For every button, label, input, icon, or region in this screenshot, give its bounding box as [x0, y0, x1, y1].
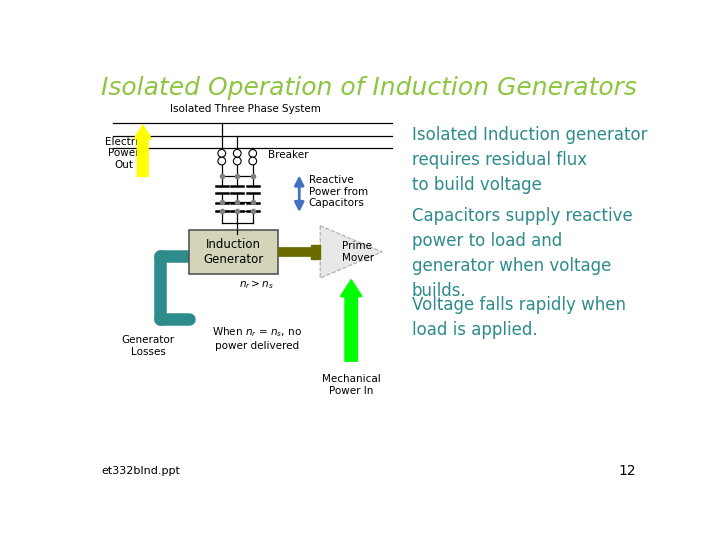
FancyBboxPatch shape — [189, 230, 279, 274]
Polygon shape — [320, 226, 382, 278]
Text: 12: 12 — [618, 464, 636, 478]
Text: Induction
Generator: Induction Generator — [204, 238, 264, 266]
Text: Breaker: Breaker — [269, 150, 309, 160]
Circle shape — [218, 157, 225, 165]
Text: Capacitors supply reactive
power to load and
generator when voltage
builds.: Capacitors supply reactive power to load… — [412, 207, 632, 300]
Circle shape — [233, 157, 241, 165]
Circle shape — [233, 150, 241, 157]
Text: Electric
Power
Out: Electric Power Out — [104, 137, 143, 170]
Circle shape — [218, 150, 225, 157]
FancyArrow shape — [134, 125, 151, 177]
FancyBboxPatch shape — [311, 245, 320, 259]
Text: $n_r > n_s$: $n_r > n_s$ — [239, 278, 274, 291]
Text: Isolated Three Phase System: Isolated Three Phase System — [170, 104, 320, 114]
Text: Generator
Losses: Generator Losses — [122, 335, 175, 356]
Text: et332bInd.ppt: et332bInd.ppt — [102, 467, 181, 476]
Text: Voltage falls rapidly when
load is applied.: Voltage falls rapidly when load is appli… — [412, 296, 626, 339]
Text: Isolated Operation of Induction Generators: Isolated Operation of Induction Generato… — [101, 76, 637, 100]
Text: Isolated Induction generator
requires residual flux
to build voltage: Isolated Induction generator requires re… — [412, 126, 647, 194]
Circle shape — [249, 150, 256, 157]
FancyArrow shape — [341, 280, 362, 361]
Text: Prime
Mover: Prime Mover — [342, 241, 374, 263]
Text: Mechanical
Power In: Mechanical Power In — [322, 374, 381, 396]
Circle shape — [249, 157, 256, 165]
Text: Reactive
Power from
Capacitors: Reactive Power from Capacitors — [309, 176, 368, 208]
Text: When $n_r$ = $n_s$, no
power delivered: When $n_r$ = $n_s$, no power delivered — [212, 326, 302, 351]
